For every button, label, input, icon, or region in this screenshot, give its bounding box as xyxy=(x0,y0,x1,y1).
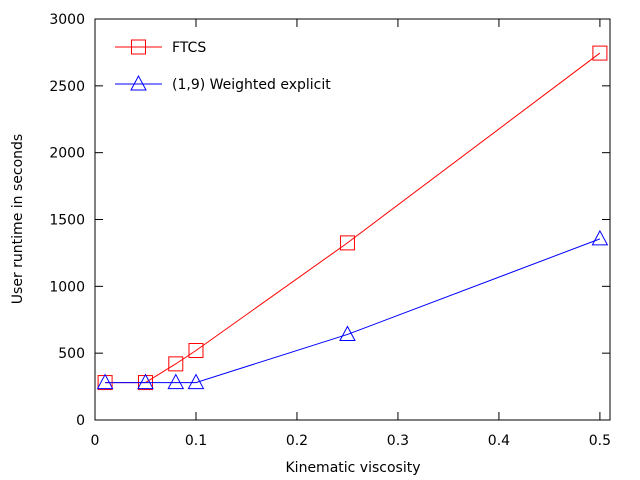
data-point xyxy=(137,373,154,390)
data-point xyxy=(96,373,114,390)
x-tick-label: 0 xyxy=(91,433,100,449)
legend-label: (1,9) Weighted explicit xyxy=(172,77,331,93)
x-axis: 0 0.1 0.2 0.3 0.4 0.5 xyxy=(91,19,611,449)
series-line xyxy=(105,52,601,384)
data-point xyxy=(188,342,204,358)
x-axis-label: Kinematic viscosity xyxy=(286,460,421,476)
series-line xyxy=(105,238,601,384)
y-tick-label: 1500 xyxy=(49,213,85,229)
data-point xyxy=(187,373,205,390)
x-tick-label: 0.4 xyxy=(488,433,510,449)
data-point xyxy=(339,235,355,251)
data-point xyxy=(339,325,356,341)
y-tick-label: 500 xyxy=(58,346,85,362)
series-group xyxy=(96,45,609,391)
legend-label: FTCS xyxy=(172,40,206,56)
data-point xyxy=(167,373,185,390)
data-point xyxy=(591,229,609,246)
y-tick-label: 2000 xyxy=(49,146,85,162)
series-ftcs xyxy=(97,45,608,391)
legend-marker xyxy=(131,39,146,55)
y-axis-label: User runtime in seconds xyxy=(10,134,26,304)
x-tick-label: 0.3 xyxy=(387,433,409,449)
x-tick-label: 0.1 xyxy=(185,433,207,449)
legend-marker xyxy=(130,74,147,91)
series-weighted-explicit xyxy=(96,229,609,390)
y-tick-label: 0 xyxy=(76,413,85,429)
y-tick-label: 1000 xyxy=(49,279,85,295)
legend-item: FTCS xyxy=(115,39,206,56)
legend-item: (1,9) Weighted explicit xyxy=(115,74,331,93)
y-tick-label: 2500 xyxy=(49,79,85,95)
y-tick-label: 3000 xyxy=(49,12,85,28)
y-axis: 0 500 1000 1500 2000 2500 3000 xyxy=(49,12,610,429)
data-point xyxy=(168,356,184,372)
x-tick-label: 0.2 xyxy=(286,433,308,449)
x-tick-label: 0.5 xyxy=(589,433,611,449)
legend: FTCS (1,9) Weighted explicit xyxy=(115,39,331,93)
data-point xyxy=(592,45,608,61)
